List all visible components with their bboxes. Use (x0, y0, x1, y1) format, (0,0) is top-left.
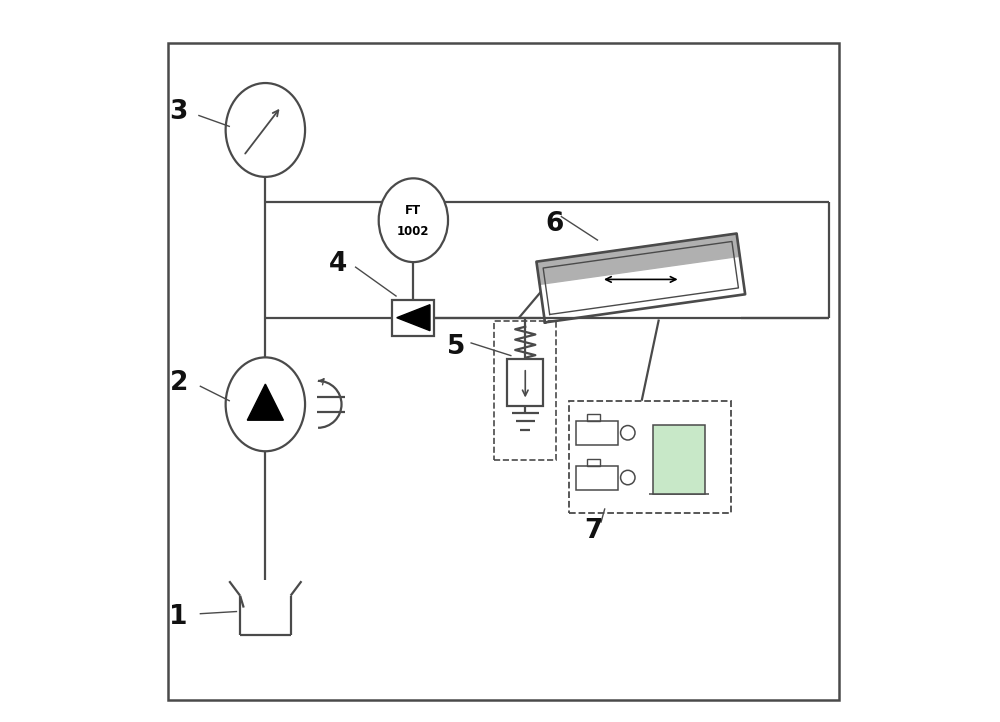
Text: 1002: 1002 (397, 225, 430, 238)
Text: 5: 5 (447, 334, 466, 360)
Text: FT: FT (405, 204, 421, 217)
Text: 2: 2 (170, 370, 188, 396)
Bar (392, 300, 434, 336)
Ellipse shape (379, 178, 448, 262)
Bar (653, 425, 705, 494)
Text: 6: 6 (545, 211, 563, 237)
Bar (576, 421, 618, 445)
Bar (569, 401, 731, 513)
Polygon shape (536, 233, 740, 284)
Polygon shape (247, 384, 283, 420)
Bar (576, 466, 618, 490)
Text: 7: 7 (585, 518, 603, 544)
Text: 1: 1 (169, 604, 188, 630)
Ellipse shape (226, 357, 305, 451)
Text: 3: 3 (170, 99, 188, 125)
Bar (587, 414, 600, 421)
Bar (587, 458, 600, 466)
Bar (494, 321, 556, 461)
Text: 4: 4 (328, 251, 347, 277)
Ellipse shape (226, 83, 305, 177)
Bar (507, 360, 543, 406)
Polygon shape (397, 305, 430, 331)
